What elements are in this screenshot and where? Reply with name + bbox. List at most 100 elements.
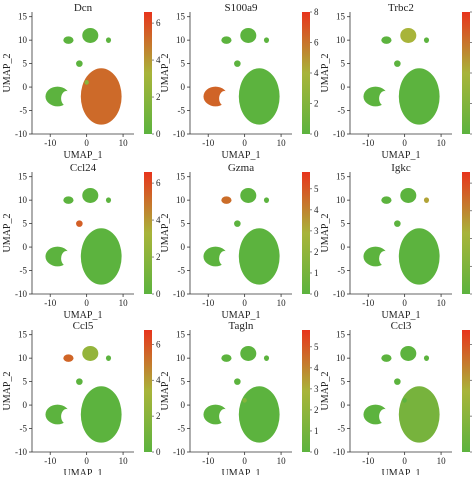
x-tick-label: -10 <box>44 138 56 148</box>
colorbar-tick-label: 4 <box>156 55 161 65</box>
cluster-near_mid <box>84 240 89 245</box>
x-tick-label: -10 <box>202 456 214 466</box>
y-tick-label: 0 <box>341 400 346 410</box>
cluster-small_mid <box>76 378 83 385</box>
panel-title: Tagln <box>229 320 254 332</box>
y-tick-label: 5 <box>341 59 346 69</box>
colorbar-tick-label: 1 <box>314 268 319 278</box>
colorbar-tick-label: 2 <box>156 411 161 421</box>
colorbar-tick-label: 6 <box>156 178 161 188</box>
y-tick-label: -5 <box>178 424 186 434</box>
y-tick-label: -10 <box>333 447 345 457</box>
panel-title: Igkc <box>391 162 411 174</box>
x-tick-label: 10 <box>437 138 447 148</box>
y-axis-label: UMAP_2 <box>2 214 13 253</box>
y-tick-label: 0 <box>23 82 28 92</box>
x-tick-label: 0 <box>84 298 89 308</box>
colorbar-tick-label: 4 <box>314 68 319 78</box>
cluster-top_mid <box>240 27 257 43</box>
panel-title: Dcn <box>74 2 93 14</box>
y-tick-label: 15 <box>336 172 346 182</box>
y-tick-label: -10 <box>333 129 345 139</box>
y-tick-label: 0 <box>181 82 186 92</box>
cluster-gap <box>379 409 390 424</box>
y-tick-label: 10 <box>176 195 186 205</box>
y-tick-label: 5 <box>23 59 28 69</box>
cluster-top_mid <box>82 187 99 203</box>
y-tick-label: 0 <box>23 242 28 252</box>
y-tick-label: 15 <box>176 12 186 22</box>
panel-title: Ccl24 <box>70 162 97 174</box>
y-tick-label: -10 <box>333 289 345 299</box>
y-axis-label: UMAP_2 <box>160 54 171 93</box>
y-tick-label: -10 <box>15 447 27 457</box>
cluster-top_left <box>221 354 232 362</box>
cluster-right_small <box>105 37 112 43</box>
y-tick-label: 0 <box>181 400 186 410</box>
colorbar-tick-label: 2 <box>156 252 161 262</box>
colorbar <box>462 172 470 294</box>
y-tick-label: 0 <box>23 400 28 410</box>
panel-title: S100a9 <box>225 2 259 14</box>
y-tick-label: 5 <box>23 377 28 387</box>
colorbar-tick-label: 2 <box>156 92 161 102</box>
colorbar-tick-label: 0 <box>314 447 319 457</box>
y-tick-label: 15 <box>336 330 346 340</box>
cluster-gap <box>61 251 72 266</box>
cluster-big_blob <box>80 386 122 443</box>
y-tick-label: -10 <box>15 129 27 139</box>
x-axis-label: UMAP_1 <box>382 150 421 161</box>
x-tick-label: 0 <box>402 138 407 148</box>
y-tick-label: 10 <box>176 353 186 363</box>
cluster-small_mid <box>76 60 83 67</box>
panel-title: Ccl3 <box>391 320 412 332</box>
cluster-right_small <box>263 37 270 43</box>
colorbar-tick-label: 2 <box>314 405 319 415</box>
cluster-gap <box>219 409 230 424</box>
y-tick-label: -5 <box>20 266 28 276</box>
colorbar-tick-label: 0 <box>156 289 161 299</box>
cluster-right_small <box>423 37 430 43</box>
colorbar <box>144 330 152 452</box>
colorbar-tick-label: 3 <box>314 226 319 236</box>
umap-panel-ccl24: Ccl24 -10 0 10 -10 -5 0 5 10 15 UMAP_1 UMAP_2 0 2 4 6 <box>2 162 161 321</box>
y-tick-label: -5 <box>338 266 346 276</box>
x-tick-label: 0 <box>242 456 247 466</box>
y-tick-label: 10 <box>336 35 346 45</box>
y-axis-label: UMAP_2 <box>160 214 171 253</box>
x-tick-label: 10 <box>277 138 287 148</box>
cluster-top_mid <box>400 187 417 203</box>
x-tick-label: -10 <box>362 298 374 308</box>
x-tick-label: 10 <box>277 456 287 466</box>
colorbar <box>302 172 310 294</box>
colorbar-tick-label: 2 <box>314 99 319 109</box>
y-tick-label: -10 <box>173 447 185 457</box>
x-axis-label: UMAP_1 <box>64 468 103 475</box>
cluster-top_left <box>221 36 232 44</box>
colorbar-tick-label: 3 <box>314 384 319 394</box>
y-tick-label: 5 <box>181 59 186 69</box>
y-axis-label: UMAP_2 <box>2 372 13 411</box>
umap-panel-tagln: Tagln -10 0 10 -10 -5 0 5 10 15 UMAP_1 UMAP_2 0 1 2 3 4 5 <box>160 320 319 479</box>
y-tick-label: 10 <box>176 35 186 45</box>
x-tick-label: 0 <box>84 456 89 466</box>
cluster-top_mid <box>240 345 257 361</box>
colorbar <box>462 12 470 134</box>
x-tick-label: -10 <box>44 298 56 308</box>
y-axis-label: UMAP_2 <box>320 54 331 93</box>
colorbar-tick-label: 4 <box>156 375 161 385</box>
colorbar <box>462 330 470 452</box>
x-tick-label: -10 <box>202 298 214 308</box>
cluster-top_left <box>63 36 74 44</box>
colorbar-tick-label: 0 <box>314 289 319 299</box>
cluster-top_left <box>63 196 74 204</box>
cluster-right_small <box>263 355 270 361</box>
cluster-near_mid <box>242 398 247 403</box>
cluster-small_mid <box>234 220 241 227</box>
colorbar-tick-label: 0 <box>156 447 161 457</box>
x-tick-label: 0 <box>402 298 407 308</box>
colorbar-tick-label: 6 <box>156 339 161 349</box>
y-tick-label: 15 <box>18 172 28 182</box>
colorbar <box>302 12 310 134</box>
